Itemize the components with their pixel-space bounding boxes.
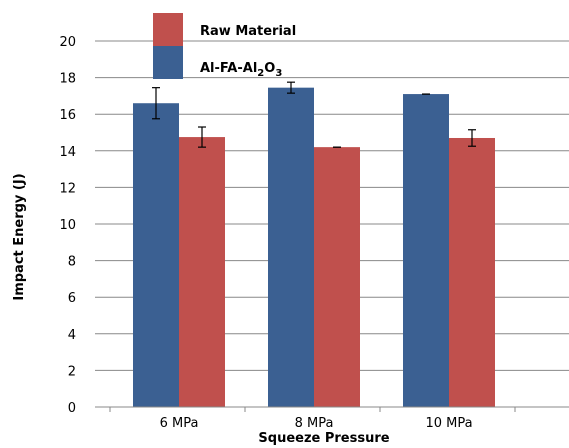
bars bbox=[133, 87, 495, 408]
legend-label-raw-material: Raw Material bbox=[200, 24, 296, 39]
axes bbox=[95, 406, 569, 412]
bar bbox=[133, 103, 179, 407]
y-tick-label: 2 bbox=[68, 364, 76, 379]
y-tick-labels: 0 2 4 6 8 10 12 14 16 18 20 bbox=[59, 35, 76, 416]
y-tick-label: 12 bbox=[59, 181, 76, 196]
y-tick-label: 0 bbox=[68, 401, 76, 416]
x-tick-label: 8 MPa bbox=[295, 416, 334, 431]
legend-swatch-al-fa-al2o3 bbox=[153, 46, 183, 79]
y-tick-label: 8 bbox=[68, 255, 76, 270]
y-tick-label: 20 bbox=[59, 35, 76, 50]
y-tick-label: 6 bbox=[68, 291, 76, 306]
bar bbox=[314, 147, 360, 407]
x-tick-label: 6 MPa bbox=[160, 416, 199, 431]
legend-swatch-raw-material bbox=[153, 13, 183, 46]
x-tick-label: 10 MPa bbox=[425, 416, 472, 431]
y-tick-label: 10 bbox=[59, 218, 76, 233]
bar bbox=[449, 137, 495, 408]
x-tick-labels: 6 MPa 8 MPa 10 MPa bbox=[160, 416, 473, 431]
y-tick-label: 18 bbox=[59, 72, 76, 87]
y-tick-label: 4 bbox=[68, 328, 76, 343]
error-bars bbox=[152, 81, 476, 148]
y-tick-label: 14 bbox=[59, 145, 76, 160]
x-axis-title: Squeeze Pressure bbox=[258, 431, 389, 446]
legend-label-al-fa-al2o3: Al-FA-Al2O3 bbox=[200, 61, 282, 79]
y-tick-label: 16 bbox=[59, 108, 76, 123]
bar bbox=[179, 137, 225, 407]
legend: Raw Material Al-FA-Al2O3 bbox=[153, 13, 296, 79]
bar bbox=[268, 87, 314, 407]
bar bbox=[403, 94, 449, 407]
y-axis-title: Impact Energy (J) bbox=[12, 173, 27, 300]
